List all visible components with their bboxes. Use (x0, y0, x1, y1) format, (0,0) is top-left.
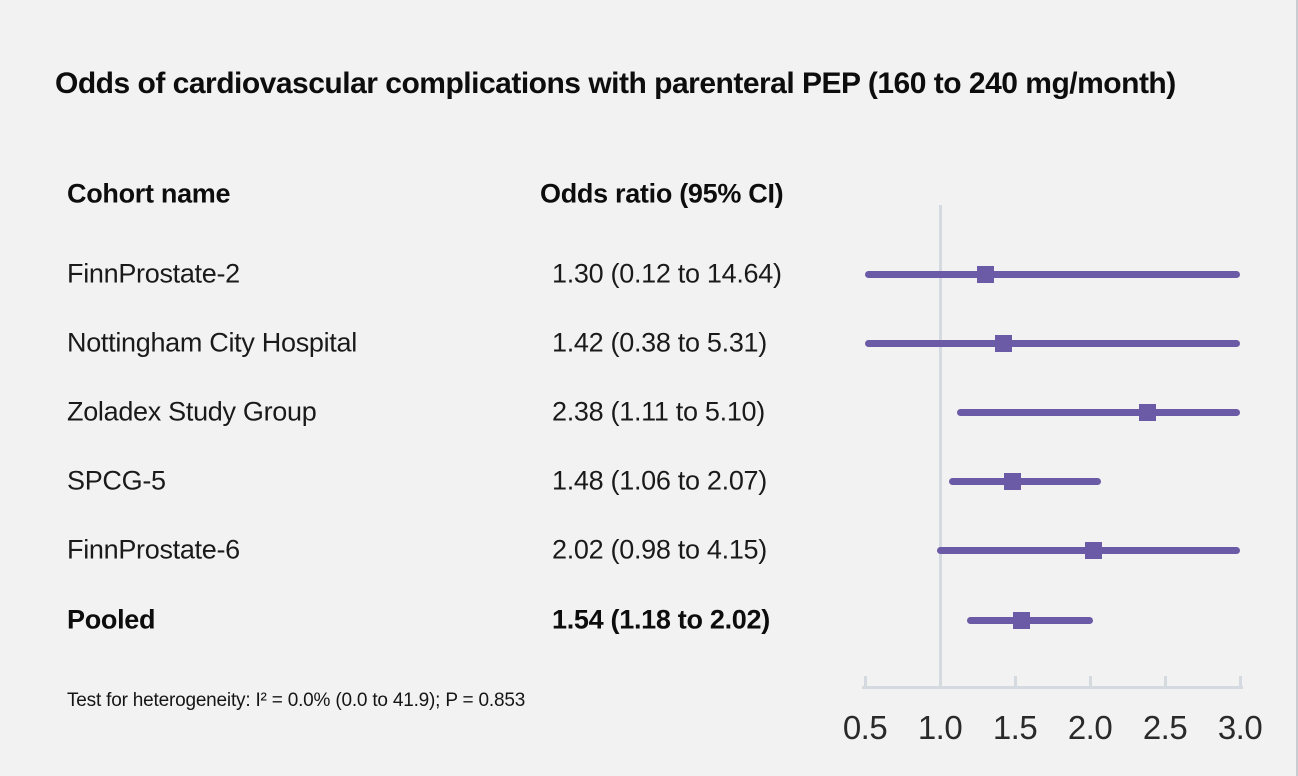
confidence-interval-line (956, 408, 1240, 416)
odds-ratio-marker (1003, 472, 1021, 490)
x-axis-tick (1013, 676, 1017, 686)
cohort-name-label: Zoladex Study Group (67, 396, 317, 427)
x-axis-tick (863, 676, 867, 686)
page-title: Odds of cardiovascular complications wit… (55, 67, 1176, 100)
odds-ratio-value: 1.54 (1.18 to 2.02) (552, 604, 770, 635)
x-tick-label: 1.5 (992, 709, 1038, 746)
cohort-name-label: FinnProstate-6 (67, 534, 240, 565)
x-axis-tick (1088, 676, 1092, 686)
odds-ratio-marker (1084, 541, 1102, 559)
x-axis-tick (1238, 676, 1242, 686)
x-axis-tick (1163, 676, 1167, 686)
column-header-cohort-name: Cohort name (67, 178, 231, 209)
x-tick-label: 2.5 (1142, 709, 1188, 746)
odds-ratio-value: 2.38 (1.11 to 5.10) (552, 396, 765, 427)
x-tick-label: 1.0 (917, 709, 963, 746)
odds-ratio-value: 1.42 (0.38 to 5.31) (552, 327, 767, 358)
x-tick-label: 3.0 (1217, 709, 1263, 746)
odds-ratio-value: 1.30 (0.12 to 14.64) (552, 258, 782, 289)
odds-ratio-marker (994, 334, 1012, 352)
x-axis-line (862, 686, 1243, 689)
pooled-estimate-marker (1012, 611, 1030, 629)
x-tick-label: 2.0 (1067, 709, 1113, 746)
cohort-name-label: Pooled (67, 604, 156, 635)
column-header-odds-ratio: Odds ratio (95% CI) (540, 178, 784, 209)
odds-ratio-marker (976, 265, 994, 283)
cohort-name-label: Nottingham City Hospital (67, 327, 357, 358)
x-tick-label: 0.5 (842, 709, 888, 746)
cohort-name-label: SPCG-5 (67, 465, 166, 496)
confidence-interval-line (967, 616, 1093, 624)
odds-ratio-value: 2.02 (0.98 to 4.15) (552, 534, 767, 565)
odds-ratio-value: 1.48 (1.06 to 2.07) (552, 465, 767, 496)
confidence-interval-line (865, 270, 1240, 278)
cohort-name-label: FinnProstate-2 (67, 258, 240, 289)
confidence-interval-line (865, 339, 1240, 347)
heterogeneity-footnote: Test for heterogeneity: I² = 0.0% (0.0 t… (67, 690, 526, 711)
reference-line (938, 205, 942, 689)
odds-ratio-marker (1138, 403, 1156, 421)
confidence-interval-line (949, 477, 1101, 485)
